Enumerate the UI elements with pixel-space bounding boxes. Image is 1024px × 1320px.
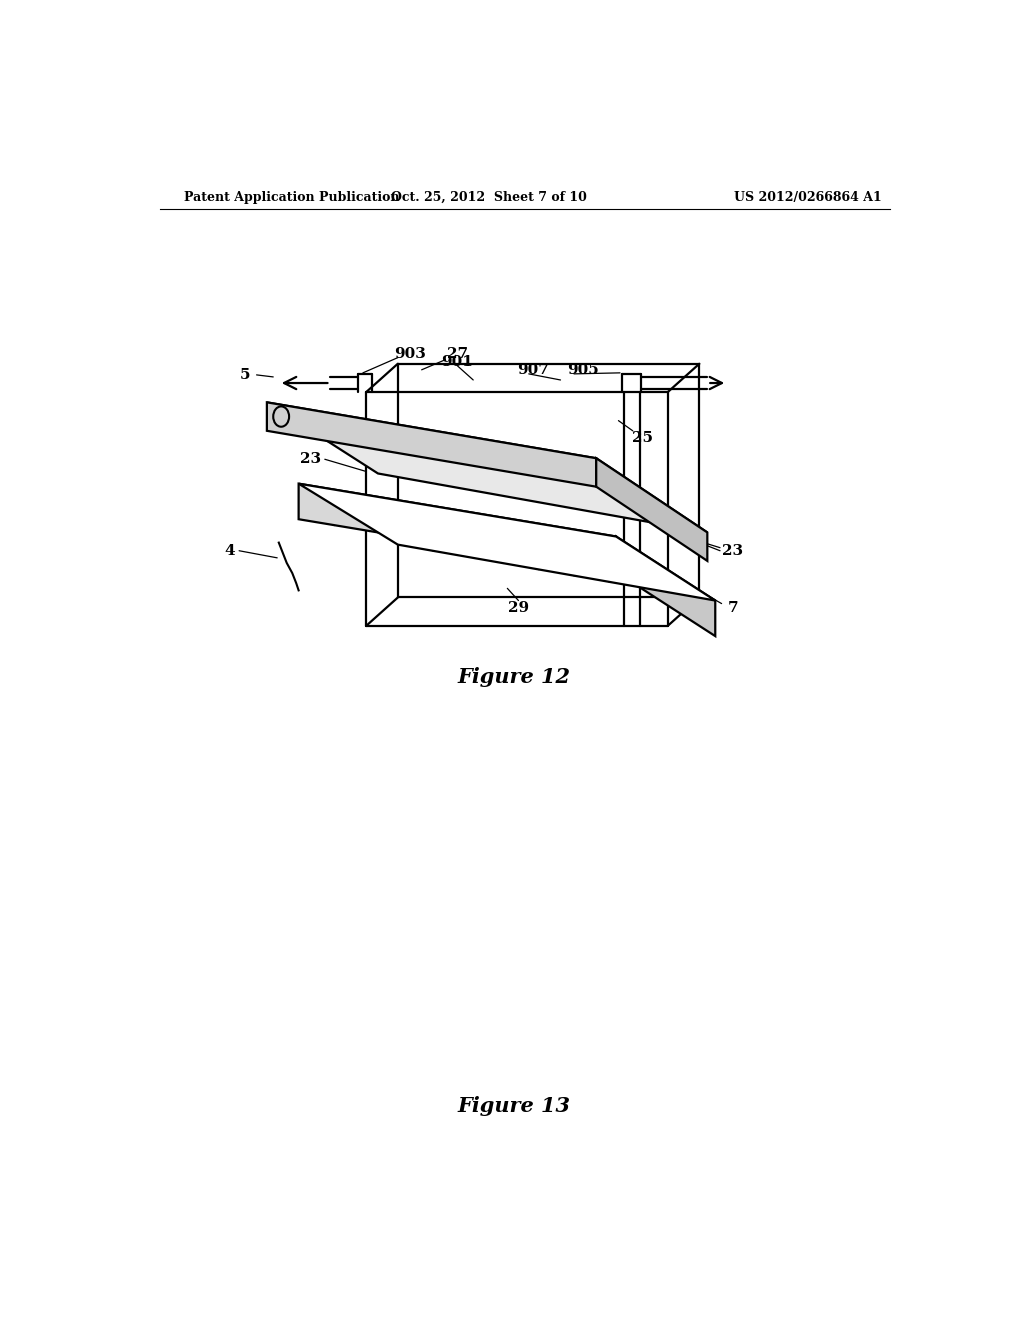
Polygon shape <box>299 483 715 601</box>
Text: 29: 29 <box>508 601 529 615</box>
Polygon shape <box>299 483 616 572</box>
Text: 4: 4 <box>224 544 234 558</box>
Text: 907: 907 <box>517 363 549 376</box>
Text: 7: 7 <box>727 601 738 615</box>
Text: 27: 27 <box>446 347 468 360</box>
Polygon shape <box>267 403 708 532</box>
Text: US 2012/0266864 A1: US 2012/0266864 A1 <box>734 190 882 203</box>
Text: 5: 5 <box>241 368 251 381</box>
Polygon shape <box>616 536 715 636</box>
Text: Oct. 25, 2012  Sheet 7 of 10: Oct. 25, 2012 Sheet 7 of 10 <box>391 190 587 203</box>
Text: Figure 13: Figure 13 <box>458 1096 571 1115</box>
Text: 25: 25 <box>632 430 652 445</box>
Text: 903: 903 <box>394 347 426 360</box>
Polygon shape <box>596 458 708 561</box>
Polygon shape <box>267 403 596 487</box>
Text: 23: 23 <box>722 544 743 558</box>
Text: Patent Application Publication: Patent Application Publication <box>183 190 399 203</box>
Text: 901: 901 <box>441 355 473 368</box>
Text: 905: 905 <box>567 363 599 376</box>
Text: Figure 12: Figure 12 <box>458 667 571 686</box>
Text: 22: 22 <box>315 507 337 521</box>
Text: 23: 23 <box>300 453 322 466</box>
